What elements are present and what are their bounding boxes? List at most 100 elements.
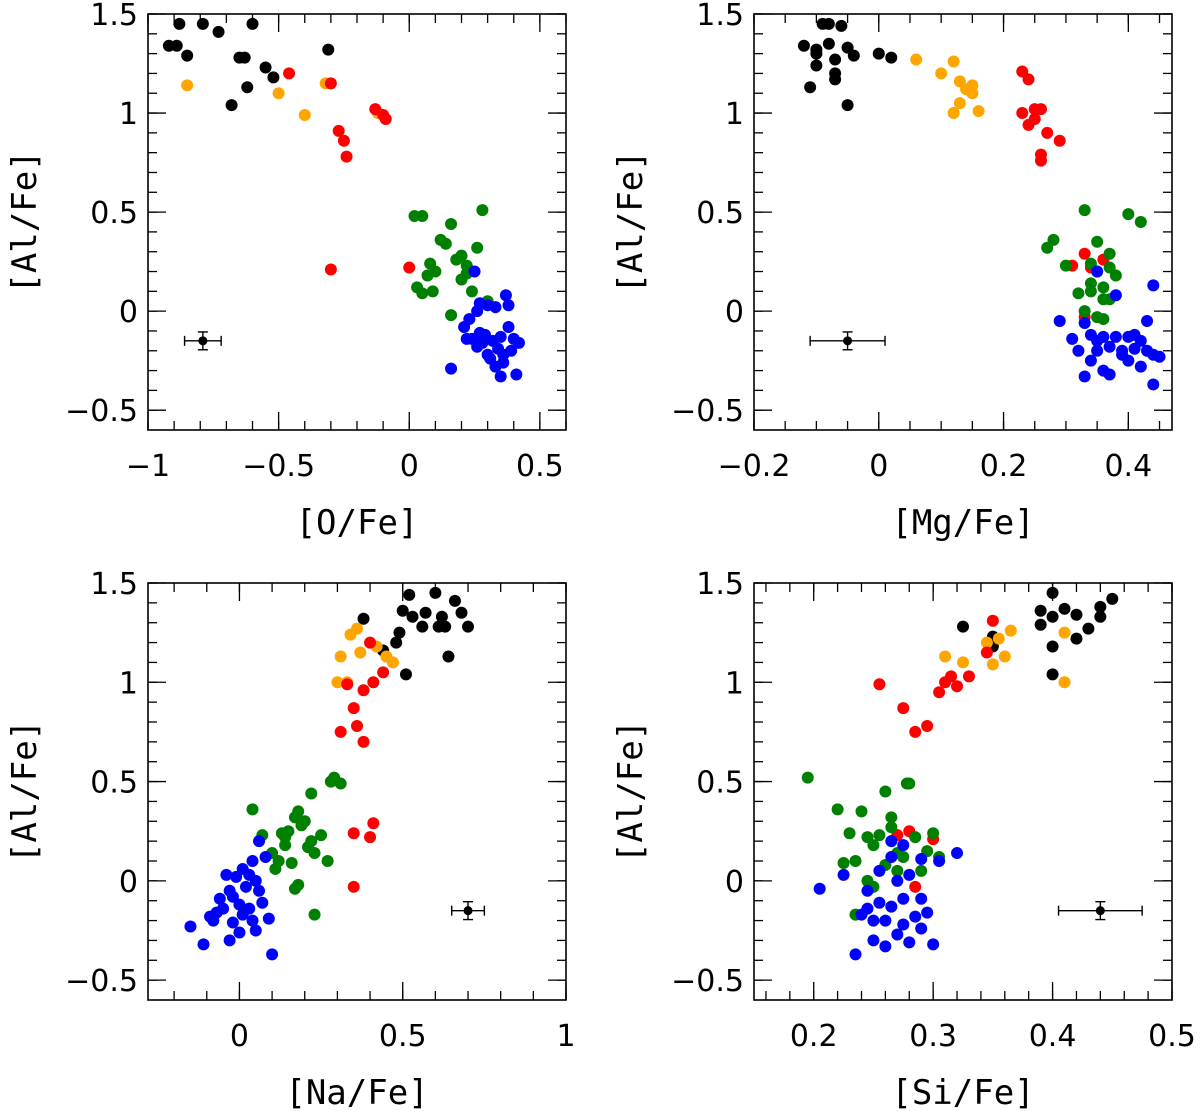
data-point-blue bbox=[867, 914, 880, 927]
data-point-red bbox=[1022, 73, 1035, 86]
data-point-black bbox=[357, 612, 370, 625]
y-axis-title: [Al/Fe] bbox=[5, 720, 45, 863]
data-point-black bbox=[847, 49, 860, 62]
data-point-red bbox=[897, 702, 910, 715]
data-point-black bbox=[872, 47, 885, 60]
y-tick-label: 1 bbox=[725, 666, 744, 701]
data-point-green bbox=[445, 217, 458, 230]
y-tick-label: 0 bbox=[725, 295, 744, 330]
data-point-green bbox=[272, 855, 285, 867]
data-point-red bbox=[1041, 126, 1054, 139]
data-point-orange bbox=[953, 97, 966, 110]
data-point-red bbox=[986, 614, 999, 627]
data-point-red bbox=[357, 735, 370, 748]
data-point-blue bbox=[471, 340, 484, 353]
data-point-red bbox=[351, 719, 363, 732]
data-point-blue bbox=[468, 265, 481, 278]
data-point-blue bbox=[885, 851, 898, 864]
data-point-black bbox=[1046, 668, 1059, 681]
x-tick-label: −0.5 bbox=[242, 449, 315, 484]
data-point-blue bbox=[885, 835, 898, 848]
data-point-blue bbox=[1091, 265, 1104, 278]
data-point-blue bbox=[885, 900, 898, 913]
data-point-blue bbox=[879, 914, 892, 927]
data-point-green bbox=[445, 309, 458, 322]
x-tick-label: −0.2 bbox=[718, 449, 791, 484]
data-point-blue bbox=[1066, 332, 1079, 345]
plot-frame bbox=[753, 13, 1173, 431]
data-point-blue bbox=[1141, 315, 1154, 328]
data-point-blue bbox=[505, 344, 518, 357]
data-point-orange bbox=[354, 646, 367, 659]
data-point-green bbox=[1122, 208, 1135, 221]
data-point-green bbox=[1109, 269, 1122, 282]
y-tick-label: 1.5 bbox=[90, 567, 138, 602]
data-point-red bbox=[332, 124, 345, 137]
data-point-blue bbox=[233, 898, 246, 911]
y-axis-title: [Al/Fe] bbox=[611, 150, 651, 293]
data-point-green bbox=[476, 204, 489, 217]
error-bar-point bbox=[1095, 906, 1105, 916]
data-point-blue bbox=[246, 914, 259, 927]
data-point-black bbox=[390, 636, 403, 649]
x-tick-label: 0.5 bbox=[1148, 1019, 1196, 1054]
data-point-green bbox=[1072, 287, 1085, 300]
data-point-blue bbox=[915, 922, 928, 935]
data-point-green bbox=[1059, 259, 1072, 272]
plot-frame bbox=[147, 582, 567, 1001]
data-point-orange bbox=[957, 656, 969, 669]
data-point-blue bbox=[494, 370, 507, 383]
data-point-blue bbox=[489, 301, 502, 314]
data-point-black bbox=[212, 25, 225, 38]
data-point-black bbox=[1046, 586, 1059, 599]
data-point-green bbox=[315, 829, 328, 842]
data-point-black bbox=[429, 586, 442, 599]
data-point-red bbox=[337, 134, 350, 147]
data-point-orange bbox=[935, 67, 948, 80]
data-point-red bbox=[334, 725, 347, 738]
data-point-green bbox=[416, 210, 429, 223]
data-point-red bbox=[340, 150, 353, 163]
data-point-green bbox=[292, 878, 305, 891]
data-point-black bbox=[462, 620, 475, 633]
data-point-red bbox=[945, 670, 958, 683]
data-point-red bbox=[1016, 107, 1029, 120]
plot-frame bbox=[753, 582, 1173, 1001]
data-point-orange bbox=[1058, 676, 1071, 689]
data-point-black bbox=[393, 626, 406, 639]
data-point-green bbox=[308, 847, 321, 860]
data-point-blue bbox=[262, 912, 275, 925]
data-point-blue bbox=[879, 940, 892, 953]
x-tick-label: 0.2 bbox=[980, 449, 1028, 484]
data-point-black bbox=[322, 43, 335, 56]
y-tick-label: 1.5 bbox=[90, 0, 138, 33]
data-point-green bbox=[1091, 235, 1104, 248]
data-point-black bbox=[1094, 610, 1107, 623]
y-axis-title: [Al/Fe] bbox=[611, 720, 651, 863]
x-tick-label: 0.4 bbox=[1029, 1019, 1077, 1054]
data-point-blue bbox=[502, 299, 515, 312]
data-point-green bbox=[843, 827, 856, 840]
y-axis-title: [Al/Fe] bbox=[5, 150, 45, 293]
x-tick-label: 0.2 bbox=[790, 1019, 838, 1054]
data-point-red bbox=[367, 817, 380, 830]
data-point-blue bbox=[1084, 354, 1097, 367]
data-point-black bbox=[1058, 602, 1071, 615]
data-point-red bbox=[980, 646, 993, 659]
data-point-black bbox=[1070, 632, 1083, 645]
data-point-green bbox=[1047, 233, 1060, 246]
data-point-green bbox=[849, 855, 862, 867]
data-point-orange bbox=[181, 79, 194, 92]
data-point-red bbox=[403, 261, 416, 274]
data-point-black bbox=[435, 610, 448, 623]
y-tick-label: 1.5 bbox=[696, 0, 744, 33]
data-point-blue bbox=[239, 880, 252, 893]
y-tick-label: 1 bbox=[119, 97, 138, 132]
data-point-red bbox=[324, 77, 337, 90]
x-tick-label: 1 bbox=[556, 1019, 575, 1054]
data-point-red bbox=[1034, 103, 1047, 116]
y-tick-label: 0 bbox=[119, 295, 138, 330]
data-point-blue bbox=[1103, 340, 1116, 353]
data-point-black bbox=[1070, 608, 1083, 621]
data-point-green bbox=[455, 249, 468, 262]
